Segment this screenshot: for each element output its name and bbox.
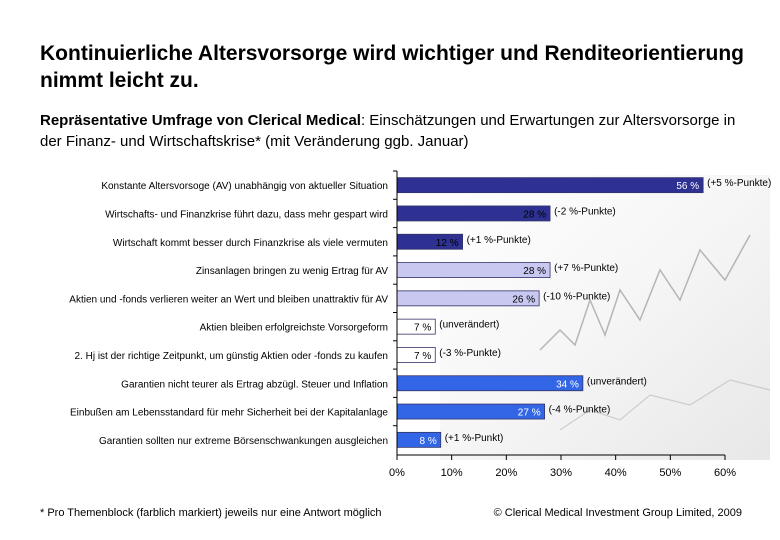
change-labels-group: (+5 %-Punkte) (-2 %-Punkte) (+1 %-Punkte) (… bbox=[439, 178, 771, 444]
value-label-6: 7 % bbox=[414, 351, 431, 362]
change-label-8: (-4 %-Punkte) bbox=[549, 405, 611, 416]
category-label-6: 2. Hj ist der richtige Zeitpunkt, um gün… bbox=[75, 351, 389, 362]
bar-0 bbox=[396, 177, 704, 194]
x-tick-label-1: 10% bbox=[441, 467, 463, 479]
value-label-2: 12 % bbox=[436, 238, 459, 249]
value-label-8: 27 % bbox=[518, 408, 541, 419]
value-label-7: 34 % bbox=[556, 379, 579, 390]
value-label-3: 28 % bbox=[523, 266, 546, 277]
change-label-2: (+1 %-Punkte) bbox=[467, 235, 531, 246]
subtitle-source: Repräsentative Umfrage von Clerical Medi… bbox=[40, 112, 361, 129]
change-label-5: (unverändert) bbox=[439, 320, 499, 331]
x-tick-label-5: 50% bbox=[659, 467, 681, 479]
x-tick-label-3: 30% bbox=[550, 467, 572, 479]
bars-group bbox=[396, 177, 704, 448]
category-label-8: Einbußen am Lebensstandard für mehr Sich… bbox=[70, 408, 388, 419]
change-label-0: (+5 %-Punkte) bbox=[707, 178, 771, 189]
change-label-4: (-10 %-Punkte) bbox=[543, 291, 610, 302]
category-label-4: Aktien und -fonds verlieren weiter an We… bbox=[69, 294, 388, 305]
category-label-0: Konstante Altersvorsoge (AV) unabhängig … bbox=[101, 181, 388, 192]
value-labels-group: 56 % 28 % 12 % 28 % 26 % 7 % 7 % 34 % 27 % 8 % bbox=[414, 181, 699, 447]
category-label-3: Zinsanlagen bringen zu wenig Ertrag für … bbox=[196, 266, 388, 277]
category-label-5: Aktien bleiben erfolgreichste Vorsorgefo… bbox=[200, 323, 388, 334]
category-label-2: Wirtschaft kommt besser durch Finanzkris… bbox=[113, 238, 388, 249]
change-label-7: (unverändert) bbox=[587, 376, 647, 387]
copyright: © Clerical Medical Investment Group Limi… bbox=[493, 507, 742, 519]
footnote: * Pro Themenblock (farblich markiert) je… bbox=[40, 507, 382, 519]
change-label-3: (+7 %-Punkte) bbox=[554, 263, 618, 274]
value-label-5: 7 % bbox=[414, 323, 431, 334]
x-tick-label-4: 40% bbox=[605, 467, 627, 479]
value-label-4: 26 % bbox=[512, 294, 535, 305]
bar-7 bbox=[396, 375, 584, 392]
change-label-9: (+1 %-Punkt) bbox=[445, 433, 504, 444]
category-label-1: Wirtschafts- und Finanzkrise führt dazu,… bbox=[105, 209, 388, 220]
category-label-7: Garantien nicht teurer als Ertrag abzügl… bbox=[121, 379, 388, 390]
subtitle-description: : Einschätzungen und Erwartungen zur Alt… bbox=[40, 112, 736, 150]
value-label-1: 28 % bbox=[523, 209, 546, 220]
change-label-1: (-2 %-Punkte) bbox=[554, 206, 616, 217]
x-axis: 0% 10% 20% 30% 40% 50% 60% bbox=[389, 170, 736, 479]
value-label-9: 8 % bbox=[419, 436, 436, 447]
category-label-9: Garantien sollten nur extreme Börsenschw… bbox=[99, 436, 388, 447]
value-label-0: 56 % bbox=[676, 181, 699, 192]
x-tick-label-0: 0% bbox=[389, 467, 405, 479]
x-tick-label-2: 20% bbox=[495, 467, 517, 479]
chart-title: Kontinuierliche Altersvorsorge wird wich… bbox=[40, 42, 744, 92]
chart-subtitle: Repräsentative Umfrage von Clerical Medi… bbox=[40, 110, 760, 152]
change-label-6: (-3 %-Punkte) bbox=[439, 348, 501, 359]
x-tick-label-6: 60% bbox=[714, 467, 736, 479]
category-labels-group: Konstante Altersvorsoge (AV) unabhängig … bbox=[69, 181, 388, 447]
